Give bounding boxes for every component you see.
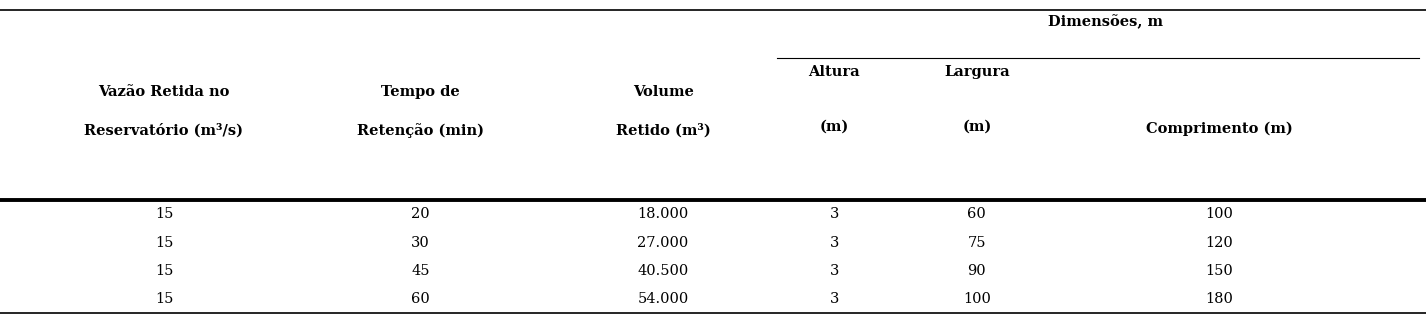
Text: 100: 100 xyxy=(963,292,991,306)
Text: Largura: Largura xyxy=(944,65,1010,78)
Text: 120: 120 xyxy=(1205,236,1233,250)
Text: 15: 15 xyxy=(155,292,173,306)
Text: (m): (m) xyxy=(963,120,991,133)
Text: Comprimento (m): Comprimento (m) xyxy=(1147,122,1292,136)
Text: 27.000: 27.000 xyxy=(637,236,689,250)
Text: 90: 90 xyxy=(967,264,987,278)
Text: 180: 180 xyxy=(1205,292,1233,306)
Text: 60: 60 xyxy=(967,207,987,221)
Text: Vazão Retida no: Vazão Retida no xyxy=(98,85,230,99)
Text: Dimensões, m: Dimensões, m xyxy=(1048,15,1162,29)
Text: 150: 150 xyxy=(1205,264,1233,278)
Text: (m): (m) xyxy=(820,120,848,133)
Text: 3: 3 xyxy=(830,236,838,250)
Text: 75: 75 xyxy=(968,236,985,250)
Text: 45: 45 xyxy=(412,264,429,278)
Text: 18.000: 18.000 xyxy=(637,207,689,221)
Text: Reservatório (m³/s): Reservatório (m³/s) xyxy=(84,124,244,138)
Text: 3: 3 xyxy=(830,207,838,221)
Text: Altura: Altura xyxy=(809,65,860,78)
Text: Volume: Volume xyxy=(633,85,693,99)
Text: 40.500: 40.500 xyxy=(637,264,689,278)
Text: 3: 3 xyxy=(830,292,838,306)
Text: 20: 20 xyxy=(411,207,431,221)
Text: Retenção (min): Retenção (min) xyxy=(356,123,485,138)
Text: 30: 30 xyxy=(411,236,431,250)
Text: 15: 15 xyxy=(155,264,173,278)
Text: 100: 100 xyxy=(1205,207,1233,221)
Text: Tempo de: Tempo de xyxy=(381,85,461,99)
Text: 3: 3 xyxy=(830,264,838,278)
Text: 54.000: 54.000 xyxy=(637,292,689,306)
Text: 60: 60 xyxy=(411,292,431,306)
Text: 15: 15 xyxy=(155,236,173,250)
Text: 15: 15 xyxy=(155,207,173,221)
Text: Retido (m³): Retido (m³) xyxy=(616,124,710,138)
